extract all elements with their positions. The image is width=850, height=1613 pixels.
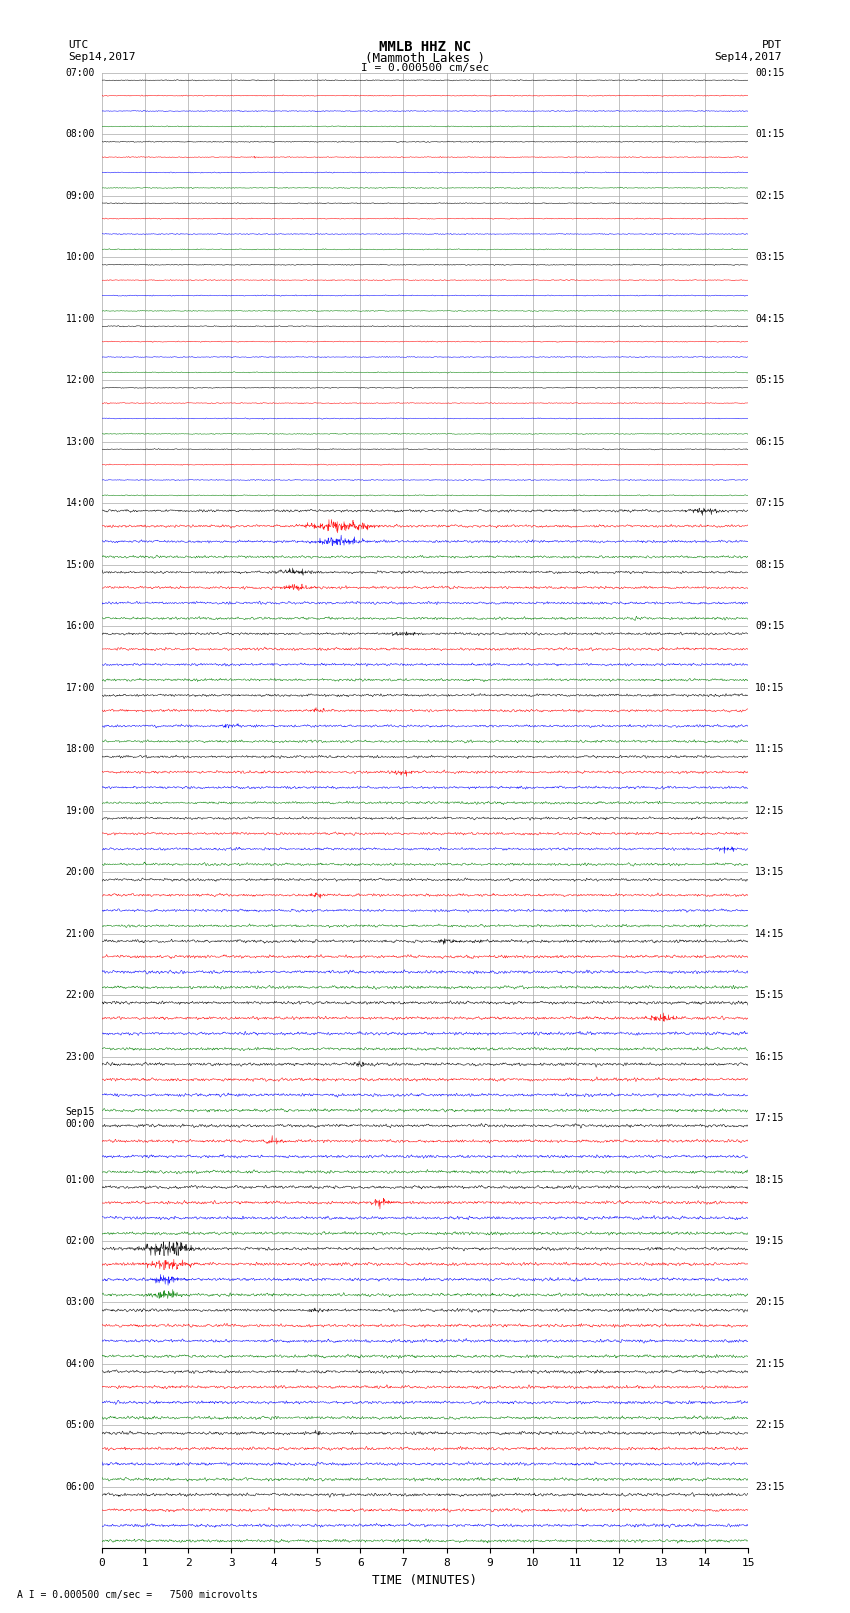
Text: 18:15: 18:15 bbox=[755, 1174, 785, 1184]
Text: PDT
Sep14,2017: PDT Sep14,2017 bbox=[715, 40, 782, 61]
Text: Sep15
00:00: Sep15 00:00 bbox=[65, 1107, 95, 1129]
Text: 14:00: 14:00 bbox=[65, 498, 95, 508]
X-axis label: TIME (MINUTES): TIME (MINUTES) bbox=[372, 1574, 478, 1587]
Text: 06:00: 06:00 bbox=[65, 1482, 95, 1492]
Text: 04:00: 04:00 bbox=[65, 1360, 95, 1369]
Text: 16:00: 16:00 bbox=[65, 621, 95, 631]
Text: 03:15: 03:15 bbox=[755, 252, 785, 261]
Text: 16:15: 16:15 bbox=[755, 1052, 785, 1061]
Text: 22:00: 22:00 bbox=[65, 990, 95, 1000]
Text: 19:00: 19:00 bbox=[65, 805, 95, 816]
Text: MMLB HHZ NC: MMLB HHZ NC bbox=[379, 40, 471, 55]
Text: 11:15: 11:15 bbox=[755, 744, 785, 753]
Text: 17:00: 17:00 bbox=[65, 682, 95, 692]
Text: 23:15: 23:15 bbox=[755, 1482, 785, 1492]
Text: 20:00: 20:00 bbox=[65, 868, 95, 877]
Text: 09:00: 09:00 bbox=[65, 190, 95, 200]
Text: 22:15: 22:15 bbox=[755, 1421, 785, 1431]
Text: 18:00: 18:00 bbox=[65, 744, 95, 753]
Text: 13:15: 13:15 bbox=[755, 868, 785, 877]
Text: UTC
Sep14,2017: UTC Sep14,2017 bbox=[68, 40, 135, 61]
Text: 05:15: 05:15 bbox=[755, 376, 785, 386]
Text: 10:15: 10:15 bbox=[755, 682, 785, 692]
Text: 12:15: 12:15 bbox=[755, 805, 785, 816]
Text: (Mammoth Lakes ): (Mammoth Lakes ) bbox=[365, 52, 485, 65]
Text: 07:15: 07:15 bbox=[755, 498, 785, 508]
Text: 02:00: 02:00 bbox=[65, 1236, 95, 1245]
Text: 21:15: 21:15 bbox=[755, 1360, 785, 1369]
Text: 01:00: 01:00 bbox=[65, 1174, 95, 1184]
Text: 10:00: 10:00 bbox=[65, 252, 95, 261]
Text: 03:00: 03:00 bbox=[65, 1297, 95, 1308]
Text: 06:15: 06:15 bbox=[755, 437, 785, 447]
Text: 04:15: 04:15 bbox=[755, 313, 785, 324]
Text: 19:15: 19:15 bbox=[755, 1236, 785, 1245]
Text: 08:00: 08:00 bbox=[65, 129, 95, 139]
Text: 02:15: 02:15 bbox=[755, 190, 785, 200]
Text: 20:15: 20:15 bbox=[755, 1297, 785, 1308]
Text: 23:00: 23:00 bbox=[65, 1052, 95, 1061]
Text: 15:00: 15:00 bbox=[65, 560, 95, 569]
Text: A I = 0.000500 cm/sec =   7500 microvolts: A I = 0.000500 cm/sec = 7500 microvolts bbox=[17, 1590, 258, 1600]
Text: 15:15: 15:15 bbox=[755, 990, 785, 1000]
Text: 01:15: 01:15 bbox=[755, 129, 785, 139]
Text: 07:00: 07:00 bbox=[65, 68, 95, 77]
Text: 08:15: 08:15 bbox=[755, 560, 785, 569]
Text: 09:15: 09:15 bbox=[755, 621, 785, 631]
Text: 11:00: 11:00 bbox=[65, 313, 95, 324]
Text: 21:00: 21:00 bbox=[65, 929, 95, 939]
Text: 14:15: 14:15 bbox=[755, 929, 785, 939]
Text: 13:00: 13:00 bbox=[65, 437, 95, 447]
Text: 17:15: 17:15 bbox=[755, 1113, 785, 1123]
Text: 12:00: 12:00 bbox=[65, 376, 95, 386]
Text: 00:15: 00:15 bbox=[755, 68, 785, 77]
Text: 05:00: 05:00 bbox=[65, 1421, 95, 1431]
Text: I = 0.000500 cm/sec: I = 0.000500 cm/sec bbox=[361, 63, 489, 73]
